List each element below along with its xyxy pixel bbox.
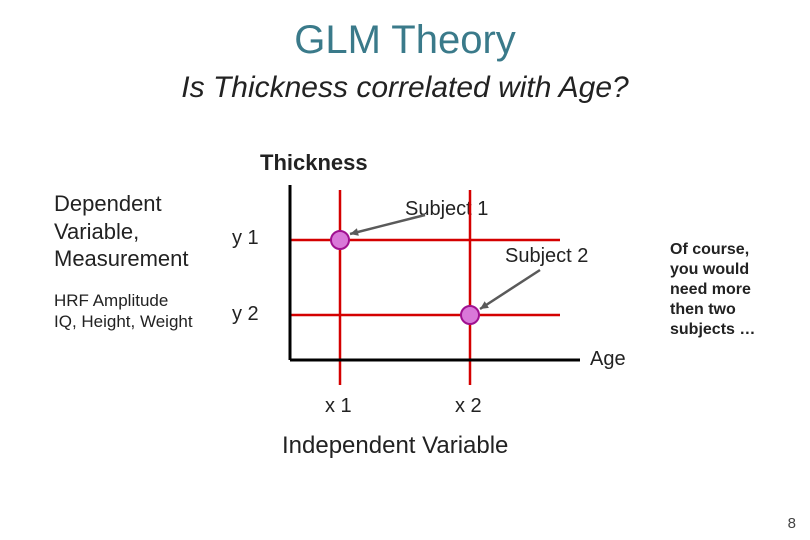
- dependent-variable-examples: HRF Amplitude IQ, Height, Weight: [54, 290, 193, 333]
- scatter-plot: [280, 185, 580, 400]
- x-axis-title: Age: [590, 348, 626, 371]
- y-tick-2: y 2: [232, 303, 259, 326]
- page-number: 8: [788, 515, 796, 532]
- slide-title: GLM Theory: [0, 0, 810, 63]
- slide-subtitle: Is Thickness correlated with Age?: [0, 71, 810, 105]
- side-note: Of course, you would need more then two …: [670, 240, 755, 340]
- y-tick-1: y 1: [232, 227, 259, 250]
- dependent-variable-text: Dependent Variable, Measurement: [54, 190, 189, 273]
- y-axis-title: Thickness: [260, 150, 368, 176]
- independent-variable-text: Independent Variable: [282, 432, 508, 460]
